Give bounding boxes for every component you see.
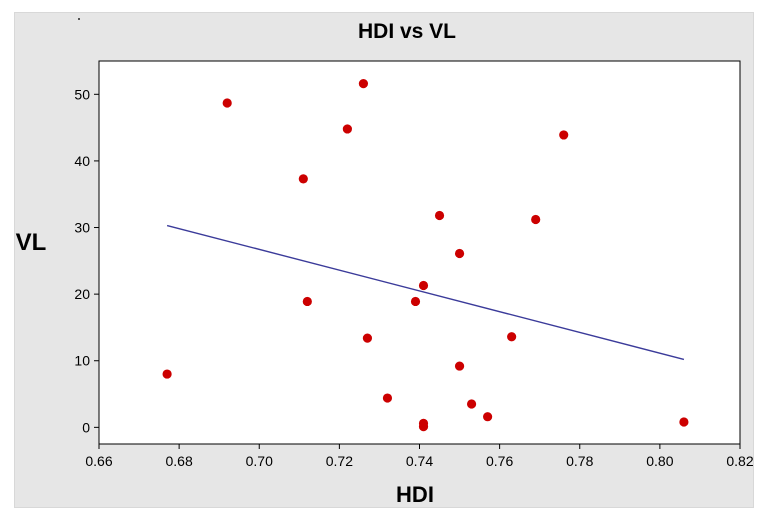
data-point bbox=[298, 174, 308, 184]
x-tick-label: 0.82 bbox=[726, 453, 753, 469]
x-tick-label: 0.72 bbox=[326, 453, 353, 469]
x-tick-label: 0.74 bbox=[406, 453, 433, 469]
data-point bbox=[302, 296, 312, 307]
x-tick-label: 0.66 bbox=[85, 453, 112, 469]
data-points bbox=[162, 79, 689, 432]
data-point bbox=[559, 130, 569, 140]
data-point bbox=[531, 214, 541, 225]
x-tick-label: 0.80 bbox=[646, 453, 673, 469]
x-axis-ticks: 0.66 0.68 0.70 0.72 0.74 0.76 0.78 0.80 0.82 bbox=[85, 444, 754, 469]
y-tick-label: 20 bbox=[74, 286, 90, 302]
data-point bbox=[434, 210, 445, 221]
x-tick-label: 0.68 bbox=[166, 453, 193, 469]
data-point bbox=[358, 79, 369, 89]
data-point bbox=[418, 422, 429, 432]
data-point bbox=[466, 399, 477, 409]
data-point bbox=[162, 369, 172, 379]
data-point bbox=[454, 361, 465, 371]
data-point bbox=[342, 124, 352, 134]
data-point bbox=[418, 280, 429, 291]
regression-line bbox=[166, 224, 685, 361]
y-tick-label: 40 bbox=[74, 153, 90, 169]
x-tick-label: 0.76 bbox=[486, 453, 513, 469]
x-tick-label: 0.70 bbox=[246, 453, 273, 469]
data-point bbox=[222, 98, 232, 108]
data-point bbox=[483, 412, 493, 422]
y-tick-label: 30 bbox=[74, 220, 90, 236]
data-point bbox=[679, 417, 689, 427]
y-tick-label: 50 bbox=[74, 86, 90, 102]
x-axis-label: HDI bbox=[396, 482, 434, 507]
data-point bbox=[362, 333, 373, 343]
plot-area bbox=[98, 60, 741, 445]
y-axis-label: VL bbox=[16, 229, 47, 256]
data-point bbox=[410, 296, 421, 307]
data-point bbox=[507, 332, 517, 342]
y-tick-label: 10 bbox=[74, 353, 90, 369]
corner-dot bbox=[78, 18, 80, 20]
x-tick-label: 0.78 bbox=[566, 453, 593, 469]
y-axis-ticks: 0 10 20 30 40 50 bbox=[74, 86, 99, 435]
data-point bbox=[454, 248, 465, 259]
data-point bbox=[382, 393, 393, 403]
y-tick-label: 0 bbox=[82, 419, 90, 435]
chart-title: HDI vs VL bbox=[358, 20, 456, 43]
